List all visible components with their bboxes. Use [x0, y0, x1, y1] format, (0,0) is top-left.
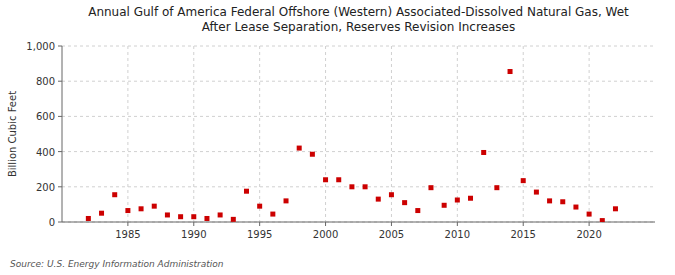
x-tick [523, 222, 524, 226]
point [139, 206, 144, 211]
y-tick-label: 400 [36, 147, 55, 158]
y-axis-label: Billion Cubic Feet [7, 91, 18, 177]
point [415, 208, 420, 213]
x-axis-line [62, 222, 655, 223]
point [560, 199, 565, 204]
point [613, 206, 618, 211]
x-grid-line [523, 46, 524, 222]
x-tick-label: 2020 [576, 229, 601, 240]
point [297, 146, 302, 151]
y-tick-label: 800 [36, 76, 55, 87]
x-tick-label: 1985 [115, 229, 140, 240]
point [494, 185, 499, 190]
point [257, 204, 262, 209]
y-grid-line [62, 116, 655, 117]
chart-container: Annual Gulf of America Federal Offshore … [0, 0, 675, 275]
y-grid-line [62, 46, 655, 47]
x-grid-line [127, 46, 128, 222]
point [508, 69, 513, 74]
y-tick [58, 81, 62, 82]
y-tick-label: 0 [49, 217, 55, 228]
x-tick [193, 222, 194, 226]
x-tick [457, 222, 458, 226]
point [600, 218, 605, 222]
y-tick [58, 116, 62, 117]
point [112, 192, 117, 197]
point [323, 177, 328, 182]
point [231, 217, 236, 222]
point [152, 204, 157, 209]
point [310, 152, 315, 157]
point [428, 185, 433, 190]
point [86, 216, 91, 221]
point [165, 212, 170, 217]
point [125, 208, 130, 213]
y-tick [58, 46, 62, 47]
point [218, 212, 223, 217]
points [86, 69, 618, 222]
x-tick-label: 1995 [247, 229, 272, 240]
point [349, 184, 354, 189]
y-tick [58, 186, 62, 187]
x-tick-label: 2015 [510, 229, 535, 240]
y-grid-line [62, 151, 655, 152]
point [455, 198, 460, 203]
point [573, 205, 578, 210]
point [99, 211, 104, 216]
x-tick [589, 222, 590, 226]
y-tick-label: 1,000 [26, 41, 55, 52]
y-tick-label: 200 [36, 182, 55, 193]
x-tick [259, 222, 260, 226]
source-annotation: Source: U.S. Energy Information Administ… [10, 259, 224, 269]
point [534, 190, 539, 195]
point [204, 216, 209, 221]
x-tick-label: 2010 [445, 229, 470, 240]
point [389, 192, 394, 197]
point [547, 198, 552, 203]
x-tick-label: 2000 [313, 229, 338, 240]
point [270, 212, 275, 217]
point [363, 184, 368, 189]
x-grid-line [457, 46, 458, 222]
y-tick [58, 151, 62, 152]
y-grid-line [62, 222, 655, 223]
x-grid-line [589, 46, 590, 222]
point [376, 197, 381, 202]
point [402, 200, 407, 205]
point [442, 203, 447, 208]
point [191, 214, 196, 219]
x-tick-label: 1990 [181, 229, 206, 240]
axes: 0 200 400 600 800 1,000 1985 1990 1995 2000 2005 20… [26, 41, 655, 240]
grid [62, 46, 655, 222]
point [587, 212, 592, 217]
point [468, 196, 473, 201]
x-grid-line [259, 46, 260, 222]
point [244, 189, 249, 194]
point [336, 177, 341, 182]
x-tick [391, 222, 392, 226]
title-line: After Lease Separation, Reserves Revisio… [202, 20, 515, 34]
x-tick [127, 222, 128, 226]
x-tick [325, 222, 326, 226]
x-tick-label: 2005 [379, 229, 404, 240]
y-grid-line [62, 186, 655, 187]
point [521, 178, 526, 183]
x-grid-line [325, 46, 326, 222]
title: Annual Gulf of America Federal Offshore … [88, 5, 629, 34]
chart-svg: Annual Gulf of America Federal Offshore … [0, 0, 675, 275]
y-axis-line [62, 46, 63, 222]
y-tick-label: 600 [36, 111, 55, 122]
y-grid-line [62, 81, 655, 82]
x-grid-line [193, 46, 194, 222]
point [284, 198, 289, 203]
point [481, 150, 486, 155]
title-line: Annual Gulf of America Federal Offshore … [88, 5, 629, 19]
y-tick [58, 222, 62, 223]
point [178, 214, 183, 219]
